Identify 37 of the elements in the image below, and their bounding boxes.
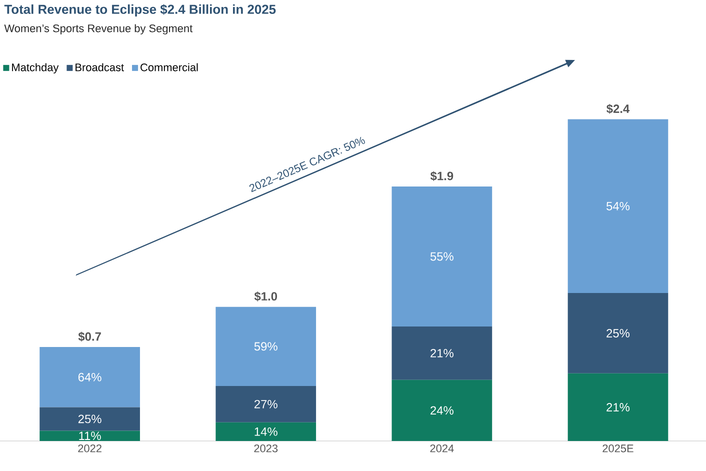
bar [392, 326, 492, 380]
annotation: 54% [606, 202, 630, 210]
bar [216, 306, 316, 386]
x-tick-label: 2024 [430, 444, 454, 452]
x-tick-label: 2023 [254, 444, 278, 452]
bar [392, 380, 492, 441]
bar [392, 186, 492, 326]
bar [568, 373, 668, 441]
chart-subtitle: Women’s Sports Revenue by Segment [4, 24, 193, 34]
annotation: $1.9 [430, 171, 454, 182]
annotation: 21% [606, 403, 630, 412]
legend-label: Broadcast [76, 63, 124, 72]
bar [40, 430, 140, 441]
annotation: 59% [254, 342, 278, 351]
bar [216, 422, 316, 441]
bar [40, 407, 140, 431]
annotation: 14% [254, 427, 278, 436]
annotation: $1.0 [254, 292, 277, 302]
legend-label: Commercial [140, 63, 198, 72]
annotation: 21% [430, 348, 454, 358]
annotation: 55% [430, 252, 454, 261]
annotation: 27% [254, 400, 278, 408]
bar [568, 119, 668, 294]
annotation: 25% [606, 328, 630, 338]
x-tick-label: 2025E [602, 444, 634, 452]
chart-title: Total Revenue to Eclipse $2.4 Billion in 2025 [4, 4, 276, 16]
annotation: 64% [78, 372, 102, 382]
annotation: 24% [430, 406, 454, 415]
bar [216, 386, 316, 422]
text: $2.4 [606, 104, 630, 114]
bar [568, 293, 668, 374]
annotation: $0.7 [78, 332, 101, 342]
annotation: 25% [78, 414, 102, 424]
legend-label: Matchday [12, 63, 59, 74]
annotation: 11% [79, 432, 101, 440]
x-tick-label: 2022 [78, 444, 102, 452]
bar [40, 347, 140, 408]
